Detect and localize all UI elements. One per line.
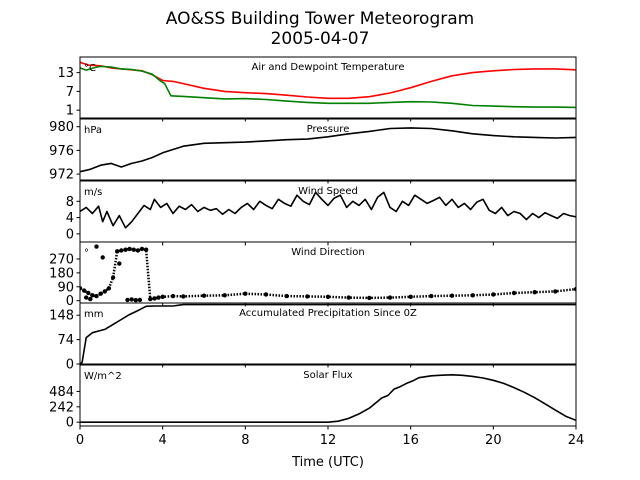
panel-5-ytick-label: 0 — [66, 416, 74, 431]
panel-1-unit: hPa — [84, 125, 102, 136]
panel-2-ytick-label: 4 — [66, 211, 74, 226]
x-tick-label: 8 — [241, 433, 249, 448]
panel-3-unit: ° — [84, 248, 89, 259]
panel-0-ytick-label: 1 — [66, 104, 74, 119]
x-axis-label: Time (UTC) — [291, 455, 364, 470]
panel-4-unit: mm — [84, 309, 103, 320]
figure-title-line1: AO&SS Building Tower Meteorogram — [166, 9, 474, 29]
panel-1-ytick-label: 980 — [49, 120, 74, 135]
panel-0-ytick-label: 13 — [57, 66, 74, 81]
panel-3-title: Wind Direction — [291, 247, 365, 258]
panel-3-ytick-label: 180 — [49, 266, 74, 281]
panel-0-series-1 — [80, 65, 576, 109]
panel-3-point — [100, 255, 105, 260]
panel-4-series-0 — [80, 303, 576, 364]
x-tick-label: 4 — [159, 433, 167, 448]
panel-3-point — [84, 295, 89, 300]
panel-5-unit: W/m^2 — [84, 371, 122, 382]
panel-4-ytick-label: 74 — [57, 333, 74, 348]
panel-0-data — [80, 61, 576, 109]
panel-4-ytick-label: 0 — [66, 358, 74, 373]
x-tick-label: 12 — [320, 433, 337, 448]
panel-3-point — [137, 297, 143, 303]
x-axis: 0 4 8 12 16 20 24 — [76, 433, 584, 448]
panel-3-data — [80, 244, 576, 303]
panel-3-ytick-label: 90 — [57, 280, 74, 295]
panel-0-unit: °C — [84, 63, 96, 74]
panel-3-point — [129, 297, 134, 302]
x-tick-label: 16 — [402, 433, 419, 448]
panel-1-ytick-label: 972 — [49, 168, 74, 183]
panel-3-point — [94, 244, 99, 249]
panel-3-ytick-label: 0 — [66, 294, 74, 309]
panels-group: 1 7 13 °C Air and Dewpoint Temperature 972 976… — [49, 56, 577, 431]
panel-0-title: Air and Dewpoint Temperature — [252, 62, 405, 73]
x-tick-label: 24 — [568, 433, 585, 448]
panel-2-unit: m/s — [84, 187, 102, 198]
panel-0: 1 7 13 °C Air and Dewpoint Temperature — [57, 56, 577, 122]
panel-4-data — [80, 303, 576, 364]
panel-3-ytick-label: 270 — [49, 252, 74, 267]
panel-4: 0 74 148 mm Accumulated Precipitation Since … — [49, 302, 577, 373]
panel-1-series-0 — [80, 127, 576, 173]
panel-5-title: Solar Flux — [303, 370, 353, 381]
panel-1-data — [80, 127, 576, 173]
panel-3-point — [125, 297, 130, 303]
panel-3-point — [88, 296, 93, 302]
panel-1-title: Pressure — [307, 124, 350, 135]
panel-3-point — [117, 261, 122, 266]
panel-5-series-0 — [80, 373, 576, 424]
panel-3-point — [133, 298, 138, 303]
panel-0-ytick-label: 7 — [66, 85, 74, 100]
x-tick-label: 20 — [485, 433, 502, 448]
panel-1-ytick-label: 976 — [49, 144, 74, 159]
panel-2: 048 m/s Wind Speed — [66, 180, 577, 246]
panel-4-ytick-label: 148 — [49, 309, 74, 324]
panel-4-title: Accumulated Precipitation Since 0Z — [239, 308, 417, 319]
panel-2-data — [80, 191, 576, 229]
panel-5-ytick-label: 484 — [49, 385, 74, 400]
panel-2-ytick-label: 0 — [66, 227, 74, 242]
panel-2-ytick-label: 8 — [66, 195, 74, 210]
panel-5-ytick-label: 242 — [49, 400, 74, 415]
panel-2-series-0 — [80, 191, 576, 229]
panel-2-title: Wind Speed — [298, 186, 358, 197]
x-tick-label: 0 — [76, 433, 84, 448]
panel-3-series-trace — [80, 247, 576, 301]
panel-5-data — [80, 373, 576, 424]
figure-title-line2: 2005-04-07 — [271, 29, 370, 49]
panel-1: 972 976 980 hPa Pressure — [49, 118, 577, 184]
